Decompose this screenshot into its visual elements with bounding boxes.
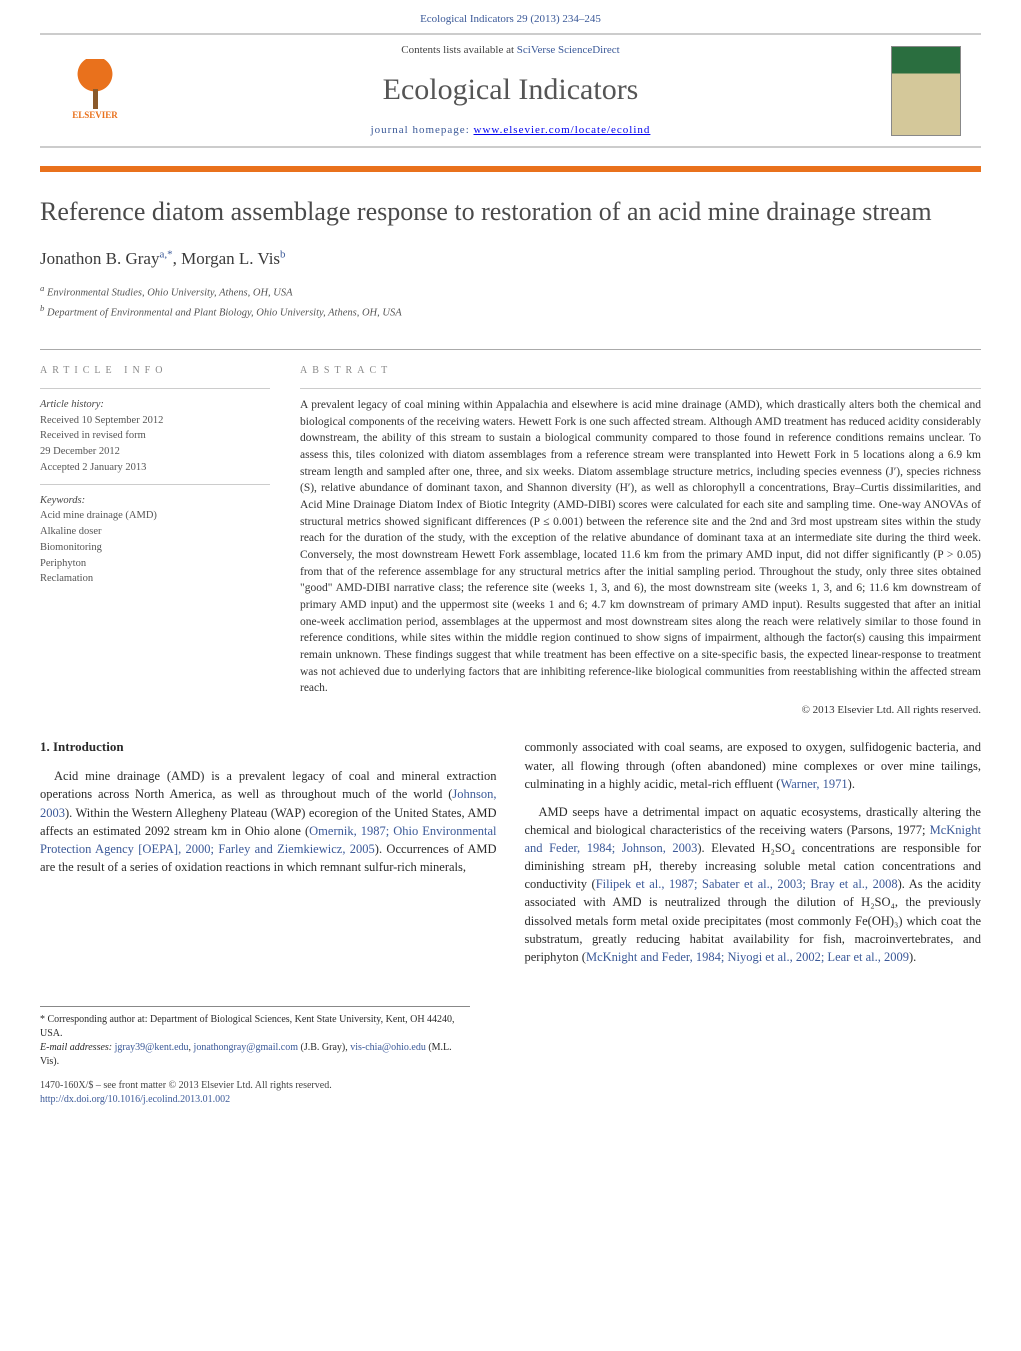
abstract-column: ABSTRACT A prevalent legacy of coal mini… <box>300 350 981 718</box>
elsevier-tree-icon <box>70 59 120 109</box>
keywords-header: Keywords: <box>40 493 270 509</box>
author-2: , Morgan L. Vis <box>173 249 280 268</box>
article-info-label: ARTICLE INFO <box>40 364 270 378</box>
email-link[interactable]: jgray39@kent.edu <box>115 1042 189 1053</box>
homepage-prefix: journal homepage: <box>371 124 474 136</box>
keywords-block: Keywords: Acid mine drainage (AMD) Alkal… <box>40 484 270 596</box>
keyword: Biomonitoring <box>40 540 270 556</box>
contents-available-line: Contents lists available at SciVerse Sci… <box>130 43 891 58</box>
citation-link[interactable]: Filipek et al., 1987; Sabater et al., 20… <box>596 877 898 891</box>
email-link[interactable]: jonathongray@gmail.com <box>194 1042 298 1053</box>
affiliation-a: a Environmental Studies, Ohio University… <box>40 282 981 301</box>
intro-paragraph-2: AMD seeps have a detrimental impact on a… <box>525 803 982 966</box>
history-header: Article history: <box>40 397 270 413</box>
journal-reference: Ecological Indicators 29 (2013) 234–245 <box>0 0 1021 33</box>
doi-link[interactable]: http://dx.doi.org/10.1016/j.ecolind.2013… <box>40 1094 230 1105</box>
sciencedirect-link[interactable]: SciVerse ScienceDirect <box>517 44 620 56</box>
doi-block: 1470-160X/$ – see front matter © 2013 El… <box>0 1069 1021 1127</box>
copyright-line: © 2013 Elsevier Ltd. All rights reserved… <box>300 703 981 718</box>
publisher-logo-text: ELSEVIER <box>72 109 118 122</box>
email-addresses: E-mail addresses: jgray39@kent.edu, jona… <box>40 1041 470 1069</box>
history-line: 29 December 2012 <box>40 444 270 460</box>
keyword: Reclamation <box>40 571 270 587</box>
affiliations: a Environmental Studies, Ohio University… <box>40 282 981 321</box>
article-title: Reference diatom assemblage response to … <box>40 196 981 229</box>
journal-cover-thumbnail <box>891 46 961 136</box>
intro-paragraph-1: Acid mine drainage (AMD) is a prevalent … <box>40 767 497 876</box>
author-1: Jonathon B. Gray <box>40 249 159 268</box>
email-link[interactable]: vis-chia@ohio.edu <box>350 1042 426 1053</box>
footnotes: * Corresponding author at: Department of… <box>40 1006 470 1069</box>
article-frontmatter: Reference diatom assemblage response to … <box>0 172 1021 331</box>
citation-link[interactable]: McKnight and Feder, 1984; Niyogi et al.,… <box>586 950 909 964</box>
article-info-column: ARTICLE INFO Article history: Received 1… <box>40 350 270 718</box>
affiliation-b: b Department of Environmental and Plant … <box>40 302 981 321</box>
corresponding-author-note: * Corresponding author at: Department of… <box>40 1013 470 1041</box>
body-two-column: 1. Introduction Acid mine drainage (AMD)… <box>0 718 1021 986</box>
header-center: Contents lists available at SciVerse Sci… <box>130 43 891 138</box>
body-column-left: 1. Introduction Acid mine drainage (AMD)… <box>40 738 497 976</box>
author-1-sup: a,* <box>159 248 172 260</box>
keyword: Acid mine drainage (AMD) <box>40 508 270 524</box>
citation-link[interactable]: Warner, 1971 <box>780 777 847 791</box>
author-list: Jonathon B. Graya,*, Morgan L. Visb <box>40 247 981 271</box>
keyword: Periphyton <box>40 556 270 572</box>
info-abstract-row: ARTICLE INFO Article history: Received 1… <box>40 349 981 718</box>
publisher-logo: ELSEVIER <box>60 51 130 131</box>
contents-prefix: Contents lists available at <box>401 44 516 56</box>
section-heading-intro: 1. Introduction <box>40 738 497 757</box>
history-line: Accepted 2 January 2013 <box>40 460 270 476</box>
author-2-sup: b <box>280 248 286 260</box>
body-column-right: commonly associated with coal seams, are… <box>525 738 982 976</box>
abstract-label: ABSTRACT <box>300 364 981 378</box>
article-history-block: Article history: Received 10 September 2… <box>40 388 270 484</box>
journal-title: Ecological Indicators <box>130 69 891 111</box>
history-line: Received in revised form <box>40 428 270 444</box>
journal-homepage-link[interactable]: www.elsevier.com/locate/ecolind <box>474 124 651 136</box>
journal-homepage-line: journal homepage: www.elsevier.com/locat… <box>130 123 891 138</box>
history-line: Received 10 September 2012 <box>40 413 270 429</box>
keyword: Alkaline doser <box>40 524 270 540</box>
abstract-text: A prevalent legacy of coal mining within… <box>300 388 981 697</box>
journal-header: ELSEVIER Contents lists available at Sci… <box>40 33 981 148</box>
issn-copyright-line: 1470-160X/$ – see front matter © 2013 El… <box>40 1079 981 1093</box>
intro-paragraph-1-cont: commonly associated with coal seams, are… <box>525 738 982 792</box>
